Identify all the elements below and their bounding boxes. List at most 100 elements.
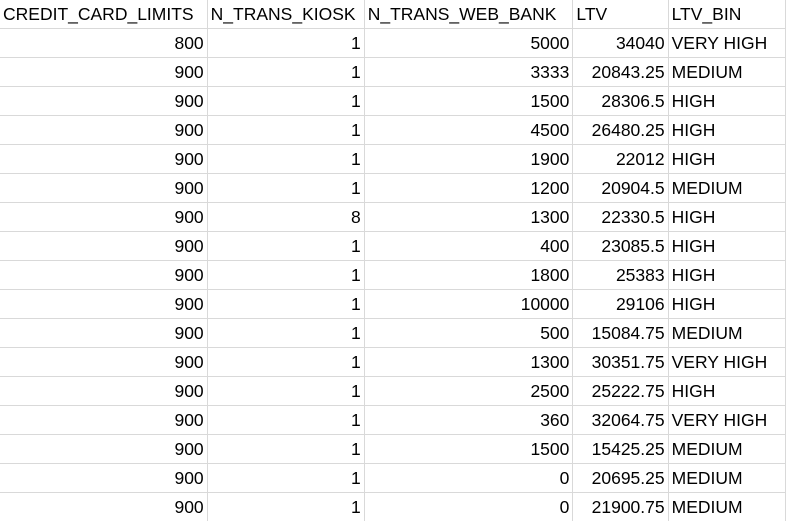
cell-ltv[interactable]: 21900.75 [572, 492, 669, 521]
cell-n-trans-kiosk[interactable]: 1 [207, 318, 365, 348]
cell-credit-card-limits[interactable]: 900 [0, 231, 208, 261]
cell-n-trans-web-bank[interactable]: 0 [364, 463, 574, 493]
cell-n-trans-kiosk[interactable]: 1 [207, 434, 365, 464]
cell-credit-card-limits[interactable]: 900 [0, 144, 208, 174]
header-cell-n-trans-kiosk[interactable]: N_TRANS_KIOSK [207, 0, 365, 29]
cell-n-trans-web-bank[interactable]: 1300 [364, 202, 574, 232]
cell-credit-card-limits[interactable]: 900 [0, 202, 208, 232]
cell-n-trans-web-bank[interactable]: 1800 [364, 260, 574, 290]
cell-n-trans-kiosk[interactable]: 1 [207, 376, 365, 406]
cell-n-trans-web-bank[interactable]: 0 [364, 492, 574, 521]
header-cell-ltv-bin[interactable]: LTV_BIN [668, 0, 786, 29]
cell-credit-card-limits[interactable]: 900 [0, 376, 208, 406]
cell-ltv-bin[interactable]: VERY HIGH [668, 28, 786, 58]
cell-ltv-bin[interactable]: VERY HIGH [668, 405, 786, 435]
cell-n-trans-web-bank[interactable]: 1500 [364, 434, 574, 464]
cell-ltv-bin[interactable]: HIGH [668, 231, 786, 261]
cell-ltv-bin[interactable]: MEDIUM [668, 57, 786, 87]
cell-n-trans-kiosk[interactable]: 1 [207, 173, 365, 203]
cell-ltv-bin[interactable]: HIGH [668, 260, 786, 290]
cell-ltv[interactable]: 30351.75 [572, 347, 669, 377]
cell-n-trans-kiosk[interactable]: 1 [207, 231, 365, 261]
cell-n-trans-kiosk[interactable]: 1 [207, 492, 365, 521]
cell-credit-card-limits[interactable]: 900 [0, 289, 208, 319]
cell-ltv-bin[interactable]: MEDIUM [668, 434, 786, 464]
cell-credit-card-limits[interactable]: 900 [0, 173, 208, 203]
cell-ltv[interactable]: 25222.75 [572, 376, 669, 406]
cell-n-trans-kiosk[interactable]: 1 [207, 115, 365, 145]
cell-ltv[interactable]: 15084.75 [572, 318, 669, 348]
cell-ltv-bin[interactable]: HIGH [668, 202, 786, 232]
cell-n-trans-web-bank[interactable]: 1500 [364, 86, 574, 116]
cell-ltv-bin[interactable]: HIGH [668, 115, 786, 145]
cell-n-trans-kiosk[interactable]: 1 [207, 28, 365, 58]
cell-credit-card-limits[interactable]: 900 [0, 405, 208, 435]
cell-ltv[interactable]: 20904.5 [572, 173, 669, 203]
cell-ltv[interactable]: 25383 [572, 260, 669, 290]
header-cell-ltv[interactable]: LTV [572, 0, 669, 29]
cell-credit-card-limits[interactable]: 900 [0, 86, 208, 116]
cell-n-trans-web-bank[interactable]: 1300 [364, 347, 574, 377]
cell-ltv-bin[interactable]: HIGH [668, 86, 786, 116]
cell-ltv[interactable]: 26480.25 [572, 115, 669, 145]
cell-n-trans-kiosk[interactable]: 1 [207, 463, 365, 493]
cell-ltv[interactable]: 29106 [572, 289, 669, 319]
cell-ltv[interactable]: 20843.25 [572, 57, 669, 87]
cell-n-trans-web-bank[interactable]: 2500 [364, 376, 574, 406]
table-row: 900 1 4500 26480.25 HIGH [0, 115, 786, 145]
cell-ltv-bin[interactable]: HIGH [668, 144, 786, 174]
cell-n-trans-web-bank[interactable]: 1900 [364, 144, 574, 174]
cell-credit-card-limits[interactable]: 900 [0, 434, 208, 464]
cell-credit-card-limits[interactable]: 900 [0, 260, 208, 290]
cell-n-trans-kiosk[interactable]: 1 [207, 260, 365, 290]
cell-n-trans-kiosk[interactable]: 1 [207, 289, 365, 319]
cell-credit-card-limits[interactable]: 900 [0, 115, 208, 145]
header-cell-credit-card-limits[interactable]: CREDIT_CARD_LIMITS [0, 0, 208, 29]
cell-n-trans-web-bank[interactable]: 5000 [364, 28, 574, 58]
table-row: 900 1 0 21900.75 MEDIUM [0, 492, 786, 521]
table-row: 900 1 3333 20843.25 MEDIUM [0, 57, 786, 87]
cell-n-trans-kiosk[interactable]: 1 [207, 405, 365, 435]
cell-credit-card-limits[interactable]: 900 [0, 57, 208, 87]
cell-ltv-bin[interactable]: MEDIUM [668, 492, 786, 521]
cell-ltv[interactable]: 22330.5 [572, 202, 669, 232]
table-row: 900 8 1300 22330.5 HIGH [0, 202, 786, 232]
table-row: 900 1 1800 25383 HIGH [0, 260, 786, 290]
cell-ltv-bin[interactable]: HIGH [668, 376, 786, 406]
cell-credit-card-limits[interactable]: 900 [0, 463, 208, 493]
cell-ltv-bin[interactable]: VERY HIGH [668, 347, 786, 377]
cell-ltv[interactable]: 34040 [572, 28, 669, 58]
cell-n-trans-kiosk[interactable]: 1 [207, 86, 365, 116]
table-row: 900 1 1500 15425.25 MEDIUM [0, 434, 786, 464]
cell-credit-card-limits[interactable]: 900 [0, 492, 208, 521]
cell-ltv[interactable]: 22012 [572, 144, 669, 174]
cell-ltv-bin[interactable]: MEDIUM [668, 173, 786, 203]
cell-ltv[interactable]: 15425.25 [572, 434, 669, 464]
cell-credit-card-limits[interactable]: 800 [0, 28, 208, 58]
cell-n-trans-kiosk[interactable]: 8 [207, 202, 365, 232]
cell-n-trans-web-bank[interactable]: 3333 [364, 57, 574, 87]
cell-n-trans-web-bank[interactable]: 1200 [364, 173, 574, 203]
cell-n-trans-web-bank[interactable]: 400 [364, 231, 574, 261]
cell-n-trans-kiosk[interactable]: 1 [207, 347, 365, 377]
cell-credit-card-limits[interactable]: 900 [0, 318, 208, 348]
cell-ltv[interactable]: 20695.25 [572, 463, 669, 493]
table-row: 900 1 10000 29106 HIGH [0, 289, 786, 319]
cell-credit-card-limits[interactable]: 900 [0, 347, 208, 377]
cell-ltv-bin[interactable]: MEDIUM [668, 318, 786, 348]
header-cell-n-trans-web-bank[interactable]: N_TRANS_WEB_BANK [364, 0, 574, 29]
table-row: 900 1 1500 28306.5 HIGH [0, 86, 786, 116]
cell-n-trans-kiosk[interactable]: 1 [207, 57, 365, 87]
cell-ltv-bin[interactable]: MEDIUM [668, 463, 786, 493]
cell-n-trans-web-bank[interactable]: 4500 [364, 115, 574, 145]
cell-ltv[interactable]: 32064.75 [572, 405, 669, 435]
cell-n-trans-web-bank[interactable]: 360 [364, 405, 574, 435]
cell-n-trans-web-bank[interactable]: 10000 [364, 289, 574, 319]
cell-ltv-bin[interactable]: HIGH [668, 289, 786, 319]
cell-ltv[interactable]: 23085.5 [572, 231, 669, 261]
cell-ltv[interactable]: 28306.5 [572, 86, 669, 116]
cell-n-trans-web-bank[interactable]: 500 [364, 318, 574, 348]
cell-n-trans-kiosk[interactable]: 1 [207, 144, 365, 174]
